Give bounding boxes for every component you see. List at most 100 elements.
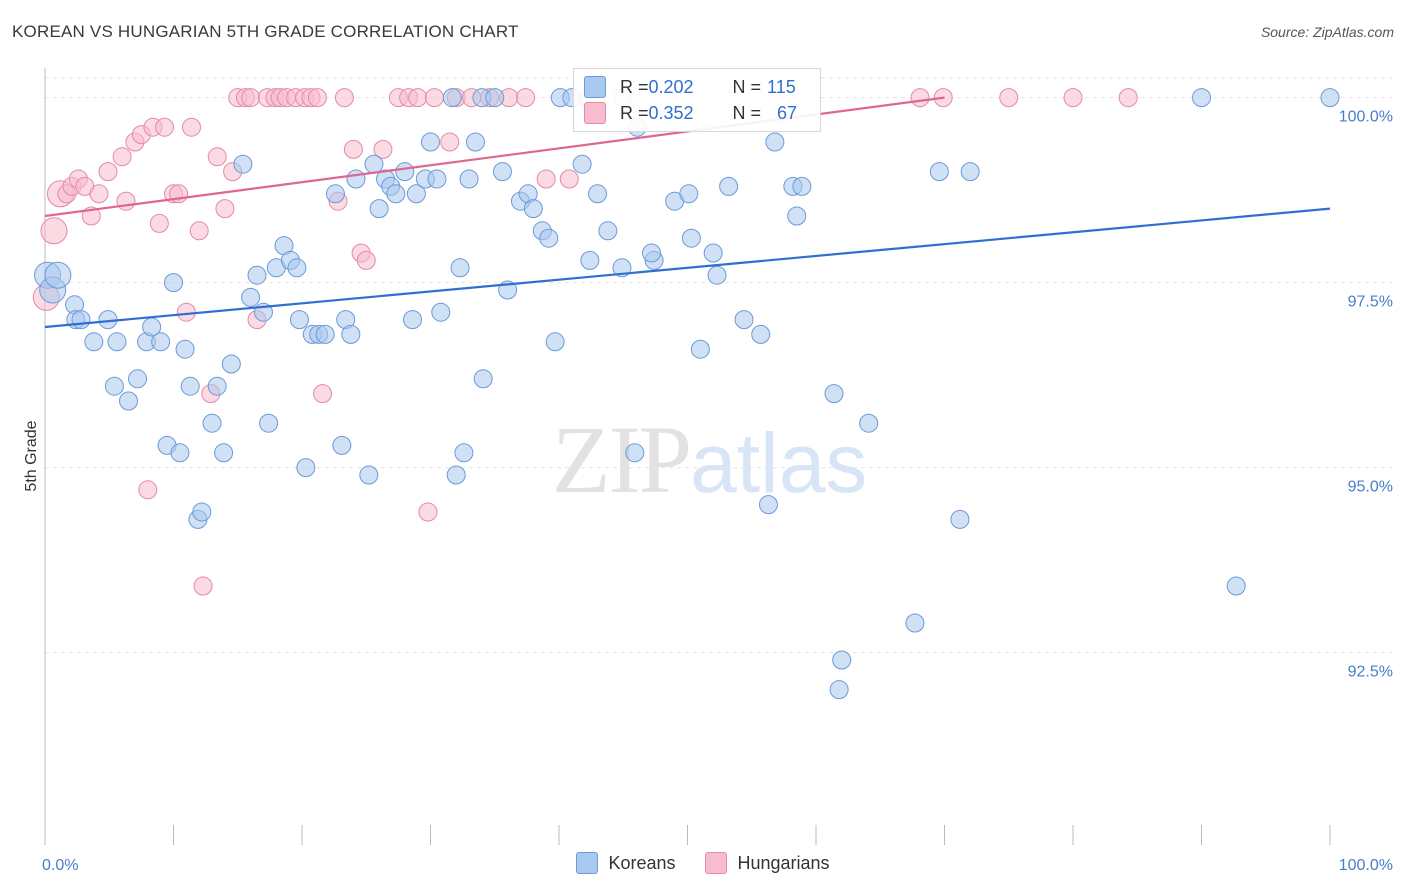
korean-point xyxy=(539,228,559,248)
korean-point xyxy=(1320,88,1340,108)
korean-point xyxy=(572,154,592,174)
korean-point xyxy=(442,88,462,108)
korean-point xyxy=(107,332,127,352)
legend-item-hungarians[interactable]: Hungarians xyxy=(705,852,830,874)
hungarian-point xyxy=(418,502,438,522)
korean-point xyxy=(421,132,440,152)
hungarian-point xyxy=(89,184,109,204)
korean-point xyxy=(296,458,316,478)
korean-point xyxy=(289,310,309,330)
watermark-zip: ZIP xyxy=(552,406,692,513)
korean-point xyxy=(128,369,148,389)
hungarian-point xyxy=(1118,88,1138,108)
korean-point xyxy=(104,376,124,396)
koreans-r-value: 0.202 xyxy=(648,76,694,97)
hungarian-point xyxy=(138,480,158,500)
korean-point xyxy=(485,88,505,108)
hungarian-point xyxy=(307,88,327,108)
hungarian-point xyxy=(424,88,444,108)
hungarian-point xyxy=(1063,88,1083,108)
korean-point xyxy=(207,376,227,396)
korean-point xyxy=(202,413,222,433)
korean-point xyxy=(690,339,710,359)
korean-point xyxy=(612,258,632,278)
y-axis-label: 5th Grade xyxy=(23,420,40,491)
axes xyxy=(44,68,1331,845)
koreans-trend-line xyxy=(44,207,1331,329)
korean-point xyxy=(315,324,335,344)
hungarian-point xyxy=(241,88,261,108)
korean-point xyxy=(465,132,485,152)
y-tick-label: 97.5% xyxy=(1348,294,1393,311)
korean-point xyxy=(332,435,352,455)
koreans-r-label: R = xyxy=(620,76,649,97)
korean-point xyxy=(859,413,879,433)
legend-row-hungarians: R = 0.352 N = 67 xyxy=(584,101,797,125)
hungarians-points xyxy=(32,88,1138,596)
korean-point xyxy=(241,287,261,307)
x-tick-label: 0.0% xyxy=(42,857,78,874)
hungarian-point xyxy=(999,88,1019,108)
korean-point xyxy=(175,339,195,359)
koreans-legend-label: Koreans xyxy=(608,852,676,873)
korean-point xyxy=(758,495,778,515)
koreans-n-value: 115 xyxy=(767,76,796,97)
hungarians-r-label: R = xyxy=(620,102,649,123)
hungarian-point xyxy=(910,88,930,108)
korean-point xyxy=(787,206,807,226)
legend-item-koreans[interactable]: Koreans xyxy=(576,852,675,874)
korean-point xyxy=(369,199,389,219)
korean-point xyxy=(364,154,384,174)
korean-point xyxy=(259,413,279,433)
hungarian-point xyxy=(440,132,460,152)
korean-point xyxy=(707,265,727,285)
korean-point xyxy=(751,324,771,344)
korean-point xyxy=(359,465,379,485)
hungarian-point xyxy=(536,169,556,189)
korean-point xyxy=(233,154,253,174)
korean-point xyxy=(450,258,470,278)
chart-title: KOREAN VS HUNGARIAN 5TH GRADE CORRELATIO… xyxy=(12,22,519,41)
korean-point xyxy=(832,650,852,670)
hungarians-legend-label: Hungarians xyxy=(737,852,830,873)
korean-point xyxy=(427,169,447,189)
korean-point xyxy=(84,332,104,352)
korean-point xyxy=(681,228,701,248)
hungarian-point xyxy=(149,213,169,233)
hungarian-point xyxy=(40,217,68,245)
korean-point xyxy=(1226,576,1246,596)
y-tick-label: 95.0% xyxy=(1348,479,1393,496)
hungarians-legend-swatch xyxy=(705,852,728,874)
hungarian-point xyxy=(176,302,196,322)
korean-point xyxy=(431,302,451,322)
koreans-points xyxy=(34,88,1340,700)
hungarian-point xyxy=(334,88,354,108)
korean-point xyxy=(642,243,662,263)
korean-point xyxy=(459,169,479,189)
korean-point xyxy=(929,162,949,182)
hungarians-n-value: 67 xyxy=(777,102,798,123)
korean-point xyxy=(446,465,466,485)
hungarian-point xyxy=(313,384,333,404)
hungarian-point xyxy=(408,88,428,108)
hungarian-point xyxy=(356,250,376,270)
korean-point xyxy=(454,443,474,463)
korean-point xyxy=(625,443,645,463)
watermark-atlas: atlas xyxy=(690,416,868,510)
korean-point xyxy=(192,502,212,522)
koreans-swatch xyxy=(584,76,606,98)
korean-point xyxy=(765,132,785,152)
korean-point xyxy=(679,184,699,204)
korean-point xyxy=(287,258,307,278)
hungarian-point xyxy=(112,147,132,167)
korean-point xyxy=(588,184,608,204)
korean-point xyxy=(545,332,565,352)
korean-point xyxy=(325,184,345,204)
korean-point xyxy=(960,162,980,182)
hungarian-point xyxy=(98,162,118,182)
korean-point xyxy=(44,261,72,289)
korean-point xyxy=(151,332,171,352)
y-tick-label: 92.5% xyxy=(1348,664,1393,681)
hungarian-point xyxy=(189,221,209,241)
x-tick-label: 100.0% xyxy=(1339,857,1393,874)
